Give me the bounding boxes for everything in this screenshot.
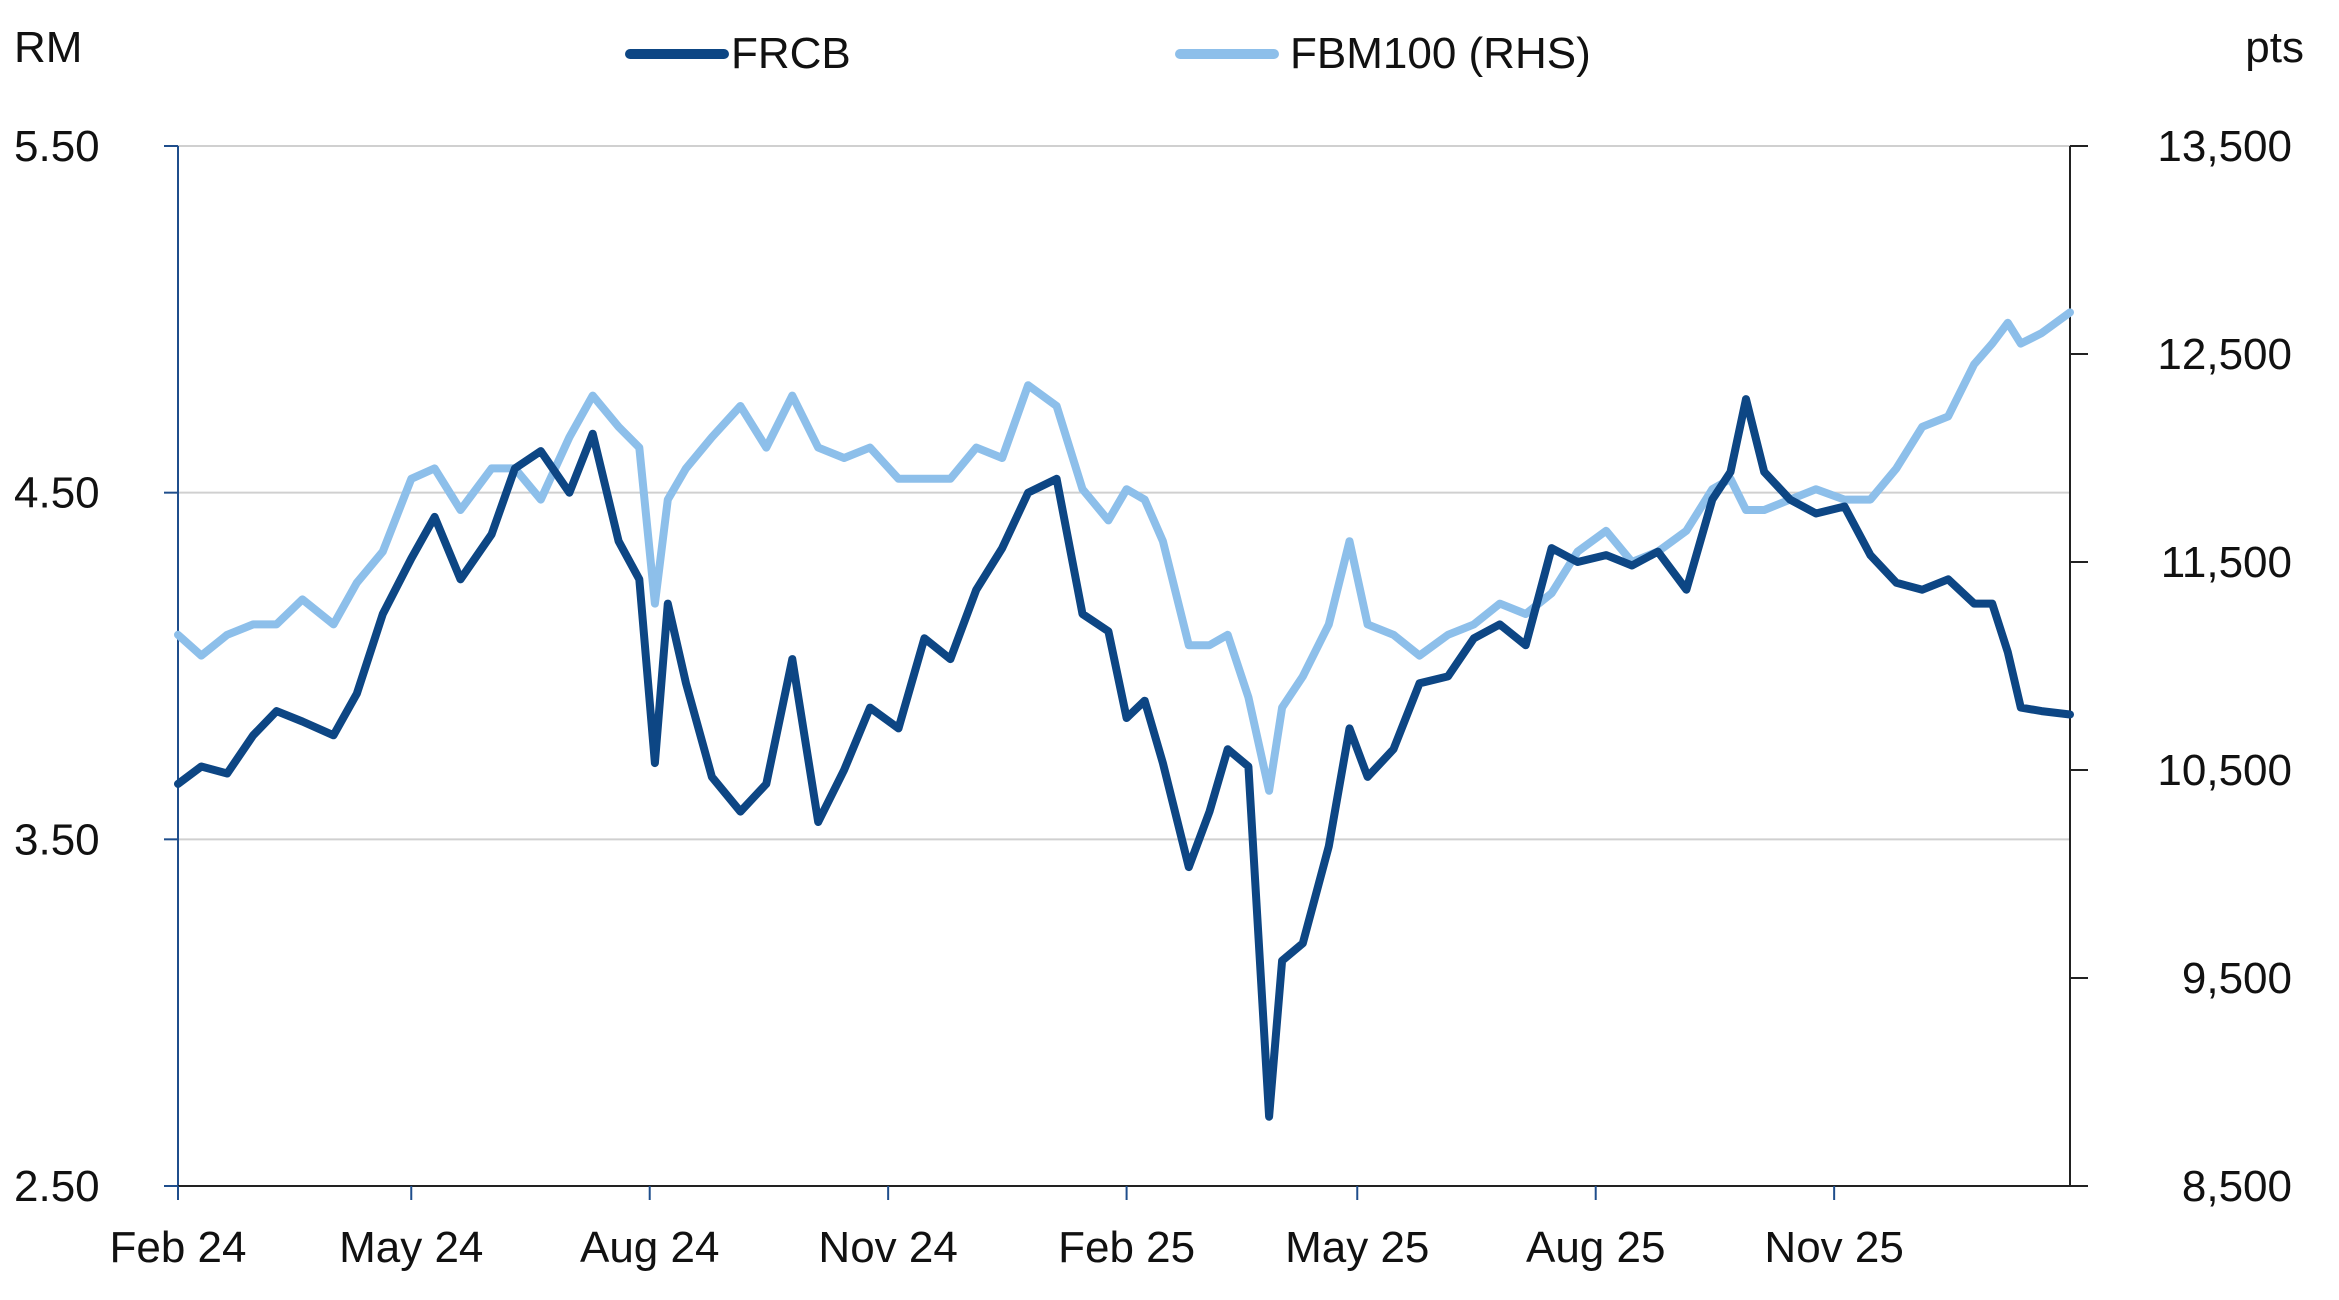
y-right-tick-label: 13,500 <box>2157 122 2292 171</box>
x-tick-label: Nov 25 <box>1764 1223 1903 1272</box>
x-tick-label: Feb 24 <box>110 1223 247 1272</box>
legend: FRCB FBM100 (RHS) <box>625 29 1591 78</box>
series-line-frcb <box>174 395 2074 1121</box>
axes <box>164 145 2088 1200</box>
x-tick-label: Aug 25 <box>1526 1223 1665 1272</box>
x-tick-label: Aug 24 <box>580 1223 719 1272</box>
legend-label: FRCB <box>731 29 851 78</box>
x-tick-label: May 24 <box>339 1223 483 1272</box>
x-tick-label: May 25 <box>1285 1223 1429 1272</box>
y-right-tick-label: 9,500 <box>2182 954 2292 1003</box>
x-tick-label: Feb 25 <box>1058 1223 1195 1272</box>
series-line-fbm100-rhs <box>174 308 2074 795</box>
y-right-tick-label: 10,500 <box>2157 746 2292 795</box>
y-left-tick-label: 5.50 <box>14 122 100 171</box>
tick-labels: 5.50 4.50 3.50 2.50 13,500 12,500 11,500 10,500… <box>14 122 2292 1272</box>
legend-label: FBM100 (RHS) <box>1290 29 1591 78</box>
series-lines <box>174 308 2074 1121</box>
x-tick-label: Nov 24 <box>818 1223 957 1272</box>
y-right-tick-label: 8,500 <box>2182 1162 2292 1211</box>
y-left-tick-label: 4.50 <box>14 469 100 518</box>
left-axis-unit: RM <box>14 23 82 72</box>
right-axis-unit: pts <box>2245 23 2304 72</box>
y-left-tick-label: 2.50 <box>14 1162 100 1211</box>
y-right-tick-label: 11,500 <box>2161 538 2292 587</box>
y-right-tick-label: 12,500 <box>2157 330 2292 379</box>
y-left-tick-label: 3.50 <box>14 815 100 864</box>
